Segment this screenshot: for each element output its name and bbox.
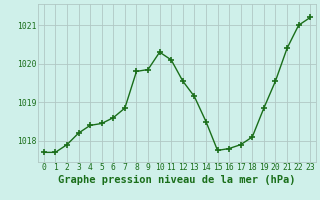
X-axis label: Graphe pression niveau de la mer (hPa): Graphe pression niveau de la mer (hPa)	[58, 175, 296, 185]
